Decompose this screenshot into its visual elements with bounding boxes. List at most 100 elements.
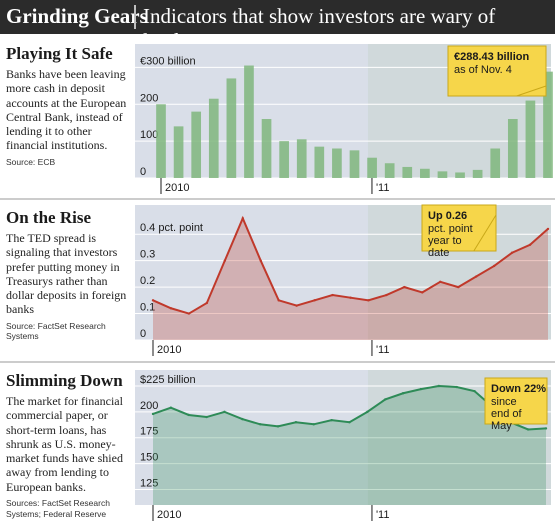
panel-2-description: The TED spread is signaling that investo… [6, 231, 127, 317]
data-point [169, 307, 173, 310]
callout-pointer [516, 85, 547, 97]
callout-text-line: May [491, 420, 512, 432]
callout-box [447, 45, 547, 97]
panel-3-source: Sources: FactSet Research Systems; Feder… [6, 498, 110, 519]
y-tick-label: 125 [140, 477, 158, 489]
bar [173, 126, 184, 178]
y-tick-label: 0.3 [140, 249, 155, 261]
data-point [473, 389, 476, 393]
panel-3-description: The market for financial commercial pape… [6, 394, 123, 494]
panel-1-title: Playing It Safe [6, 44, 113, 63]
data-point [259, 259, 262, 262]
bar [437, 171, 448, 178]
y-tick-label: 0 [140, 328, 146, 340]
data-point [205, 301, 209, 305]
x-tick-label: '11 [376, 509, 390, 521]
data-point [205, 415, 208, 419]
data-point [526, 428, 530, 431]
bar [420, 168, 430, 178]
data-point [330, 418, 333, 422]
bar [332, 148, 342, 178]
data-point [401, 392, 405, 395]
bar [314, 146, 325, 178]
y-tick-label: 100 [140, 129, 158, 141]
callout-text-line: end of [491, 408, 523, 420]
data-point [421, 291, 424, 294]
data-point [331, 293, 334, 297]
bar [367, 157, 377, 178]
data-point [223, 259, 227, 262]
data-point [439, 280, 442, 284]
data-point [403, 285, 406, 289]
panel-1-source: Source: ECB [6, 156, 56, 167]
data-point [313, 299, 316, 302]
bar [226, 78, 237, 178]
bar [543, 71, 553, 178]
data-point [241, 417, 244, 421]
data-point [419, 387, 423, 391]
data-point [385, 293, 388, 297]
bar [156, 104, 166, 178]
panel-3-text: Slimming Down The market for financial c… [6, 371, 131, 519]
data-point [384, 398, 387, 401]
y-tick-label: 0.1 [140, 302, 155, 314]
header-separator [134, 5, 136, 29]
panel-2-source: Source: FactSet Research Systems [6, 320, 106, 342]
data-point [151, 299, 155, 302]
x-tick-label: 2010 [157, 509, 181, 521]
bar [472, 169, 483, 178]
data-point [474, 275, 478, 278]
y-tick-label: $225 billion [140, 374, 196, 386]
data-point [295, 304, 298, 307]
data-point [510, 251, 514, 254]
data-point [528, 243, 532, 246]
callout-box [421, 204, 497, 252]
y-tick-label: 0.2 [140, 275, 155, 287]
callout-headline: Down 22% [491, 383, 546, 395]
data-point [223, 410, 226, 414]
data-point [546, 227, 550, 231]
data-point [187, 413, 190, 417]
data-point [294, 421, 298, 424]
bar [402, 166, 413, 178]
y-tick-label: €300 billion [140, 55, 196, 67]
x-tick-label: 2010 [157, 344, 181, 356]
bar [296, 139, 307, 178]
data-point [367, 299, 370, 302]
panel-2-text: On the Rise The TED spread is signaling … [6, 208, 131, 342]
data-point [437, 384, 441, 388]
y-tick-label: 150 [140, 452, 158, 464]
data-point [349, 296, 352, 299]
y-tick-label: 200 [140, 400, 158, 412]
y-tick-label: 175 [140, 426, 158, 438]
callout-pointer [473, 214, 497, 252]
callout-text-line: year to [428, 235, 462, 247]
bar [349, 150, 360, 178]
bar [279, 141, 289, 178]
callout-text-line: pct. point [428, 223, 473, 235]
data-point [241, 217, 244, 220]
data-point [169, 406, 173, 409]
panel-2-title: On the Rise [6, 208, 91, 227]
callout-text-line: as of Nov. 4 [454, 64, 512, 76]
header-title: Grinding Gears [6, 4, 148, 28]
bar [384, 163, 395, 178]
data-point [366, 410, 369, 414]
x-tick-label: '11 [376, 182, 390, 194]
panel-3-title: Slimming Down [6, 371, 123, 390]
data-point [312, 423, 315, 426]
bar [507, 119, 518, 178]
data-point [277, 299, 280, 302]
series-area [153, 386, 546, 505]
panel-1-text: Playing It Safe Banks have been leaving … [6, 44, 131, 167]
data-point [457, 285, 460, 289]
data-point [455, 385, 458, 389]
series-area [153, 218, 548, 340]
y-tick-label: 0 [140, 166, 146, 178]
data-point [187, 312, 191, 315]
data-point [276, 425, 280, 428]
data-point [348, 421, 351, 424]
bar [525, 100, 536, 178]
data-point [492, 264, 496, 268]
